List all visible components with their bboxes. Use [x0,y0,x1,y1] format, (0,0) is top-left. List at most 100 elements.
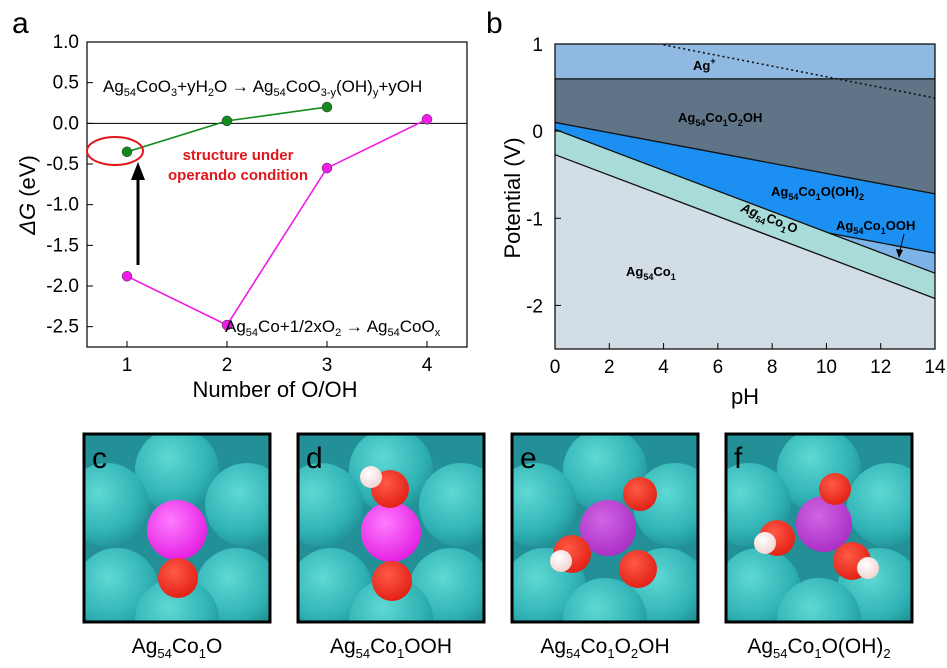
oxygen-atom [819,473,851,505]
y-tick-label: -1.0 [46,195,79,216]
y-tick-label: -1 [526,209,543,230]
x-tick-label: 1 [122,355,133,376]
x-tick-label: 4 [422,355,433,376]
data-point [321,101,333,113]
cobalt-atom [796,496,852,552]
region-label-co1o2oh: Ag54Co1O2OH [678,110,762,128]
panel-b-regions [555,44,935,349]
equation-oxidation: Ag54Co+1/2xO2 → Ag54CoOx [225,317,441,339]
highlight-ellipse [86,136,144,166]
panel-b-x-ticks: 0 2 4 6 8 10 12 14 [550,343,946,378]
region-co1o [555,129,935,299]
cobalt-atom [580,500,636,556]
oxygen-atom [372,561,412,601]
panel-b-letter: b [486,7,503,40]
panel-b-boundaries [554,44,936,300]
x-tick-label: 2 [222,355,233,376]
operando-note-line-2: operando condition [168,167,308,184]
x-tick-label: 8 [767,357,778,378]
panel-a-frame [86,41,468,348]
structure-image-c [84,434,270,622]
panel-b-frame [554,43,936,350]
region-label-co1: Ag54Co1 [626,264,676,282]
panel-a-y-ticks: 1.0 0.5 0.0 -0.5 -1.0 -1.5 -2.0 -2.5 [46,32,93,338]
data-point [221,115,233,127]
cobalt-atom [361,502,421,562]
y-tick-label: -2.5 [46,317,79,338]
region-co1o2oh [555,78,935,194]
region-ag-plus [555,44,935,79]
panel-a-x-ticks: 1 2 3 4 [122,341,433,376]
panel-c-letter: c [92,442,107,475]
hydrogen-atom [754,532,776,554]
y-tick-label: 0.0 [53,113,79,134]
y-tick-label: 1.0 [53,32,79,53]
region-label-ag-plus: Ag+ [693,56,716,73]
operando-note-line-1: structure under [183,147,294,164]
structure-caption-c: Ag54Co1O [132,635,223,661]
x-tick-label: 0 [550,357,561,378]
structure-panel-d: d Ag54Co1OOH [296,432,486,661]
x-tick-label: 10 [816,357,837,378]
series-line-0 [126,106,328,153]
y-tick-label: -2 [526,296,543,317]
oxygen-atom [619,550,657,588]
dotted-boundary [663,44,936,99]
panel-b-ylabel: Potential (V) [500,137,525,258]
x-tick-label: 14 [924,357,946,378]
panel-a-series [121,101,433,331]
x-tick-label: 3 [322,355,333,376]
region-co1 [555,154,935,349]
data-point [421,114,433,125]
region-label-co1ooh: Ag54Co1OOH [836,218,915,236]
region-label-co1ooh2: Ag54Co1O(OH)2 [771,184,864,202]
panel-a: a 1.0 0.5 0.0 -0.5 -1.0 -1.5 -2.0 -2.5 1 2 3 4 Num… [12,7,468,402]
panel-f-letter: f [734,442,743,475]
structure-caption-f: Ag54Co1O(OH)2 [747,635,890,661]
panel-a-ylabel: ΔG (eV) [15,155,40,236]
x-tick-label: 12 [870,357,891,378]
phase-boundary-4 [554,154,936,300]
x-tick-label: 2 [604,357,615,378]
panel-b-xlabel: pH [731,384,759,409]
hydrogen-atom [360,466,382,488]
panel-a-xlabel: Number of O/OH [192,377,357,402]
data-point [121,146,133,158]
y-tick-label: 0 [532,122,543,143]
data-point [221,319,233,331]
panel-b: b 10 -1 -2 0 2 4 6 8 10 12 14 pH Potential (V) Ag… [486,7,946,409]
oxygen-atom [623,477,657,511]
hydrogen-atom [857,557,879,579]
structure-caption-d: Ag54Co1OOH [330,635,452,661]
cobalt-atom [147,500,207,560]
phase-boundary-2 [829,232,936,254]
structure-image-e [512,434,698,622]
structure-image-d [298,434,484,622]
y-tick-label: -2.0 [46,276,79,297]
structure-caption-e: Ag54Co1O2OH [540,635,669,661]
series-line-1 [126,118,428,327]
x-tick-label: 4 [658,357,669,378]
panel-e-letter: e [520,442,537,475]
pointer-arrow-icon [896,249,903,258]
equation-hydroxylation: Ag54CoO3+yH2O → Ag54CoO3-y(OH)y+yOH [103,77,422,99]
y-tick-label: -1.5 [46,235,79,256]
data-point [321,162,333,174]
structure-panel-f: f Ag54Co1O(OH)2 [724,432,914,661]
phase-boundary-1 [554,121,936,195]
hydrogen-atom [550,550,572,572]
oxygen-atom [158,558,198,598]
data-point [121,270,133,282]
x-tick-label: 6 [713,357,724,378]
arrow-up-icon [131,162,145,180]
panel-d-letter: d [306,442,323,475]
y-tick-label: 0.5 [53,73,79,94]
phase-boundary-3 [554,128,936,274]
panel-b-y-ticks: 1 0 -1 -2 [526,35,561,317]
structure-image-f [726,434,912,622]
structure-panel-c: c Ag54Co1O [82,432,272,661]
y-tick-label: -0.5 [46,154,79,175]
structure-panel-e: e Ag54Co1O2OH [510,432,700,661]
panel-a-letter: a [12,7,29,40]
